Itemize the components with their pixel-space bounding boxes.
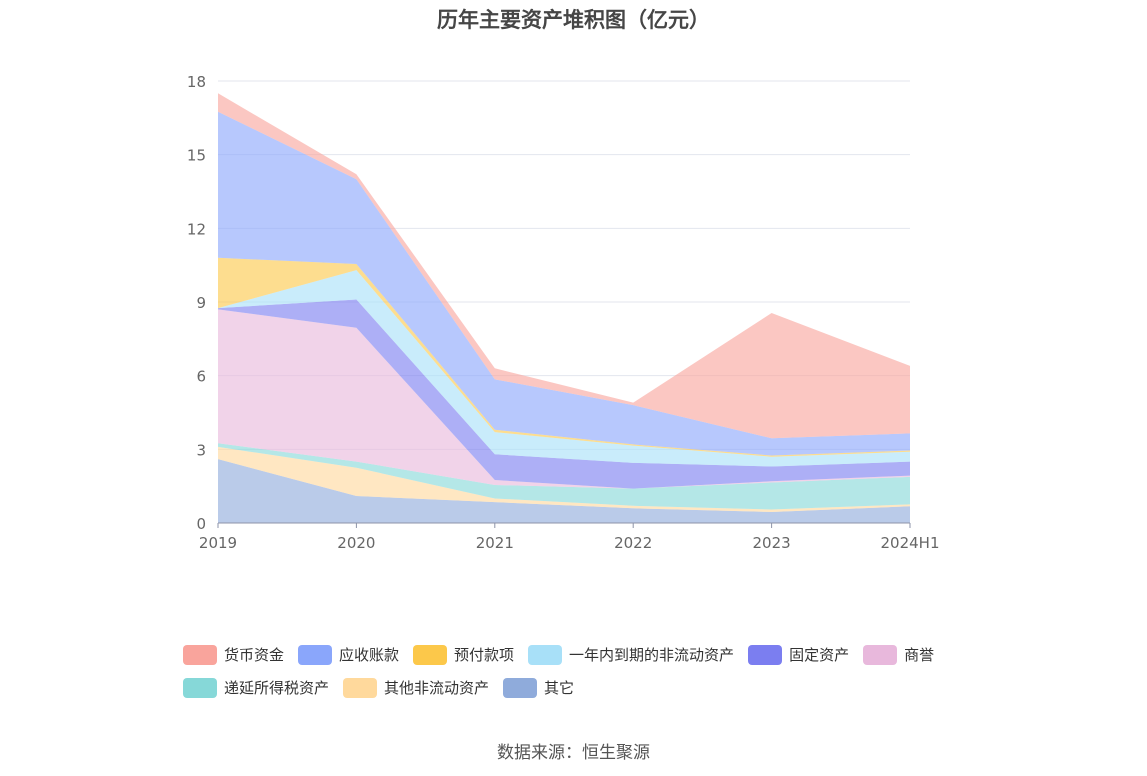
- legend-swatch: [413, 644, 448, 665]
- y-tick-label: 0: [196, 515, 206, 533]
- legend-label: 递延所得税资产: [224, 679, 330, 697]
- area-series-4[interactable]: [218, 299, 910, 489]
- y-tick-label: 3: [196, 441, 206, 459]
- legend-label: 应收账款: [339, 646, 400, 664]
- area-series-0[interactable]: [218, 459, 910, 523]
- legend-item[interactable]: 固定资产: [748, 644, 849, 665]
- legend-row-2: 递延所得税资产 其他非流动资产 其它: [183, 671, 983, 704]
- area-series-6[interactable]: [218, 257, 910, 457]
- legend-item[interactable]: 递延所得税资产: [183, 677, 329, 698]
- y-tick-label: 12: [187, 220, 206, 238]
- legend-item[interactable]: 商誉: [863, 644, 934, 665]
- legend-swatch: [503, 677, 538, 698]
- x-tick-label: 2024H1: [881, 534, 940, 552]
- x-tick-label: 2023: [753, 534, 791, 552]
- legend-swatch: [298, 644, 333, 665]
- legend-label: 固定资产: [789, 646, 850, 664]
- legend-item[interactable]: 一年内到期的非流动资产: [528, 644, 734, 665]
- legend-item[interactable]: 其他非流动资产: [343, 677, 489, 698]
- legend-swatch: [183, 677, 217, 698]
- legend: 货币资金 应收账款 预付款项 一年内到期的非流动资产 固定资产 商誉 递延所得税资产 其他非…: [183, 638, 983, 704]
- area-series-8[interactable]: [218, 93, 910, 439]
- legend-item[interactable]: 预付款项: [413, 644, 514, 665]
- legend-label: 一年内到期的非流动资产: [569, 646, 735, 664]
- legend-label: 其它: [544, 679, 575, 697]
- legend-label: 其他非流动资产: [384, 679, 490, 697]
- legend-row-1: 货币资金 应收账款 预付款项 一年内到期的非流动资产 固定资产 商誉: [183, 638, 983, 671]
- chart-title: 历年主要资产堆积图（亿元）: [437, 8, 710, 32]
- area-series-5[interactable]: [218, 270, 910, 467]
- legend-item[interactable]: 应收账款: [298, 644, 399, 665]
- area-series-1[interactable]: [218, 446, 910, 512]
- legend-swatch: [863, 644, 898, 665]
- y-tick-label: 15: [187, 147, 206, 165]
- legend-label: 预付款项: [454, 646, 515, 664]
- legend-label: 商誉: [904, 646, 935, 664]
- area-series-2[interactable]: [218, 443, 910, 510]
- y-tick-label: 9: [196, 294, 206, 312]
- legend-swatch: [748, 644, 783, 665]
- legend-swatch: [183, 644, 217, 665]
- x-tick-label: 2021: [476, 534, 514, 552]
- x-tick-label: 2020: [337, 534, 375, 552]
- x-tick-label: 2019: [199, 534, 237, 552]
- legend-label: 货币资金: [224, 646, 285, 664]
- data-source-note: 数据来源：恒生聚源: [497, 743, 650, 763]
- area-series-group: [218, 93, 910, 523]
- y-tick-label: 18: [187, 73, 206, 91]
- axes: 0 3 6 9 12 15 18 2019 2020 2021 2022 2023 2024H1: [187, 73, 940, 552]
- area-series-3[interactable]: [218, 309, 910, 489]
- x-tick-label: 2022: [614, 534, 652, 552]
- legend-swatch: [528, 644, 563, 665]
- legend-item[interactable]: 货币资金: [183, 644, 284, 665]
- area-series-7[interactable]: [218, 111, 910, 456]
- legend-swatch: [343, 677, 378, 698]
- y-tick-label: 6: [196, 368, 206, 386]
- legend-item[interactable]: 其它: [503, 677, 574, 698]
